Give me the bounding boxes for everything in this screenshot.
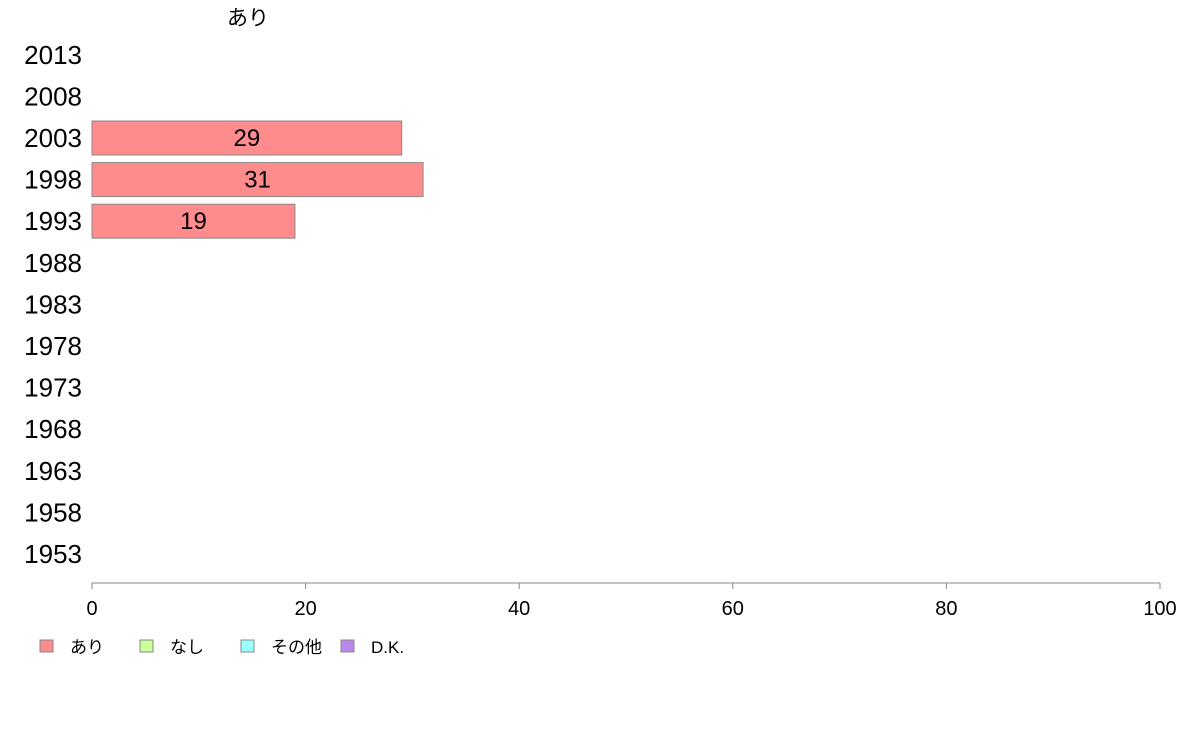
legend-label: その他	[271, 638, 322, 657]
legend-label: なし	[170, 638, 204, 657]
year-label: 1963	[24, 456, 82, 486]
year-label: 1973	[24, 373, 82, 403]
legend-swatch	[240, 639, 255, 653]
year-label: 1983	[24, 289, 82, 319]
x-tick-label: 0	[86, 598, 97, 620]
bar	[91, 203, 296, 239]
x-tick-label: 60	[722, 598, 744, 620]
bar-value-label: 29	[234, 125, 261, 152]
year-label: 1968	[24, 414, 82, 444]
x-tick-label: 40	[508, 598, 530, 620]
x-axis: 0 20 40 60 80 100	[86, 582, 1177, 620]
year-label: 1958	[24, 497, 82, 527]
year-label: 2003	[24, 123, 82, 153]
bar-value-label: 19	[180, 208, 207, 235]
year-label: 2013	[24, 40, 82, 70]
bar	[91, 162, 424, 198]
legend-label: あり	[70, 638, 104, 657]
year-label: 1998	[24, 165, 82, 195]
x-tick-label: 80	[935, 598, 957, 620]
bars: 29 31 19	[91, 120, 424, 239]
legend-swatch	[39, 639, 54, 653]
legend-swatch	[139, 639, 154, 653]
bar-value-label: 31	[244, 167, 271, 194]
legend: あり なし その他 D.K.	[39, 638, 404, 657]
legend-swatch	[340, 639, 355, 653]
year-label: 2008	[24, 81, 82, 111]
legend-label: D.K.	[371, 638, 404, 657]
year-labels: 2013 2008 2003 1998 1993 1988 1983 1978 1973 1968…	[24, 40, 82, 569]
series-column-label: あり	[227, 7, 269, 30]
year-label: 1993	[24, 206, 82, 236]
x-tick-label: 100	[1143, 598, 1176, 620]
year-label: 1953	[24, 539, 82, 569]
bar	[91, 120, 403, 156]
x-tick-label: 20	[294, 598, 316, 620]
year-label: 1988	[24, 248, 82, 278]
year-label: 1978	[24, 331, 82, 361]
